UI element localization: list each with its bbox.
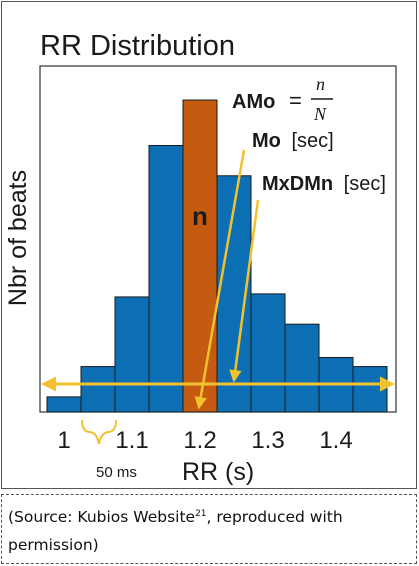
amo-denominator: N xyxy=(313,104,327,124)
histogram-bar xyxy=(80,366,116,413)
chart-title: RR Distribution xyxy=(40,30,235,62)
amo-equals: = xyxy=(289,88,302,113)
mo-label: Mo xyxy=(252,130,281,152)
mo-annotation: Mo [sec] xyxy=(252,130,334,152)
y-axis-label: Nbr of beats xyxy=(4,170,32,306)
histogram-bar-highlighted xyxy=(182,99,218,413)
mo-unit: [sec] xyxy=(291,130,333,152)
mxdmn-annotation: MxDMn [sec] xyxy=(262,173,386,195)
mxdmn-unit: [sec] xyxy=(344,173,386,195)
mxdmn-label: MxDMn xyxy=(262,173,333,195)
bin-width-label: 50 ms xyxy=(96,464,137,481)
source-caption: (Source: Kubios Website21, reproduced wi… xyxy=(1,494,417,564)
histogram-bar xyxy=(114,296,150,413)
highlight-bar-label: n xyxy=(192,201,208,231)
histogram-bars xyxy=(46,99,388,413)
mxdmn-arrow xyxy=(229,199,260,383)
caption-prefix: (Source: Kubios Website xyxy=(8,508,196,526)
mo-arrow xyxy=(194,149,246,410)
x-tick-label: 1.4 xyxy=(319,427,352,454)
histogram-bar xyxy=(250,293,286,413)
x-tick-label: 1.3 xyxy=(251,427,284,454)
histogram-bar xyxy=(352,366,388,413)
rr-histogram-chart: RR Distribution Nbr of beats n 1 1.1 1.2 1.… xyxy=(4,30,397,486)
caption-suffix: , reproduced with permission) xyxy=(8,508,343,554)
x-tick-label: 1.1 xyxy=(115,427,148,454)
histogram-bar xyxy=(46,396,82,413)
x-tick-labels: 1 1.1 1.2 1.3 1.4 xyxy=(57,427,352,454)
x-tick-label: 1.2 xyxy=(183,427,216,454)
x-axis-label: RR (s) xyxy=(182,458,254,486)
caption-footnote-ref: 21 xyxy=(195,508,207,519)
x-tick-label: 1 xyxy=(57,427,70,454)
amo-numerator: n xyxy=(316,74,325,94)
histogram-bar xyxy=(148,144,184,413)
histogram-bar xyxy=(284,323,320,413)
amo-label: AMo xyxy=(232,91,275,113)
bin-width-brace xyxy=(81,419,117,445)
figure-frame: RR Distribution Nbr of beats n 1 1.1 1.2 1.… xyxy=(1,1,417,489)
